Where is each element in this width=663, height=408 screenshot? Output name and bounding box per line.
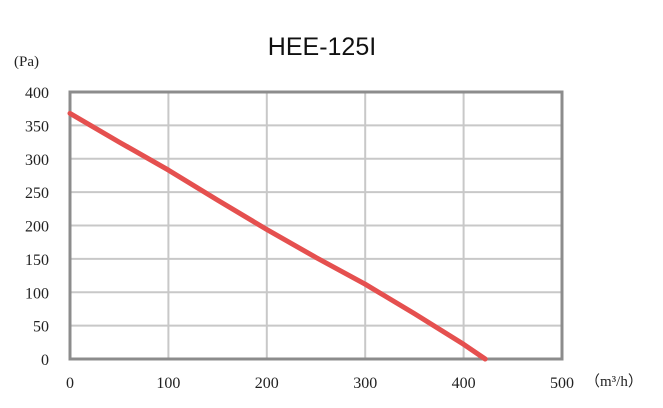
y-tick-label: 250 <box>25 185 49 202</box>
y-tick-label: 350 <box>25 118 49 135</box>
y-tick-label: 400 <box>25 85 49 102</box>
y-tick-label: 0 <box>41 352 49 369</box>
x-tick-label: 400 <box>452 375 476 392</box>
x-axis-unit-label: （m³/h） <box>585 373 643 390</box>
chart-title: HEE-125I <box>268 33 376 61</box>
y-tick-label: 150 <box>25 252 49 269</box>
x-tick-label: 500 <box>550 375 574 392</box>
x-tick-label: 200 <box>255 375 279 392</box>
y-axis-unit-label: (Pa) <box>14 54 39 70</box>
y-tick-label: 100 <box>25 285 49 302</box>
data-series <box>67 110 488 362</box>
y-tick-label: 50 <box>33 319 49 336</box>
plot-frame <box>68 90 564 361</box>
y-axis-ticks: 0 50 100 150 200 250 300 350 400 <box>25 85 49 369</box>
x-axis-ticks: 0 100 200 300 400 500 <box>66 375 574 392</box>
grid-lines <box>69 91 563 360</box>
y-tick-label: 200 <box>25 219 49 236</box>
x-tick-label: 300 <box>353 375 377 392</box>
x-tick-label: 100 <box>156 375 180 392</box>
x-tick-label: 0 <box>66 375 74 392</box>
y-tick-label: 300 <box>25 152 49 169</box>
series-line-0 <box>67 110 488 362</box>
